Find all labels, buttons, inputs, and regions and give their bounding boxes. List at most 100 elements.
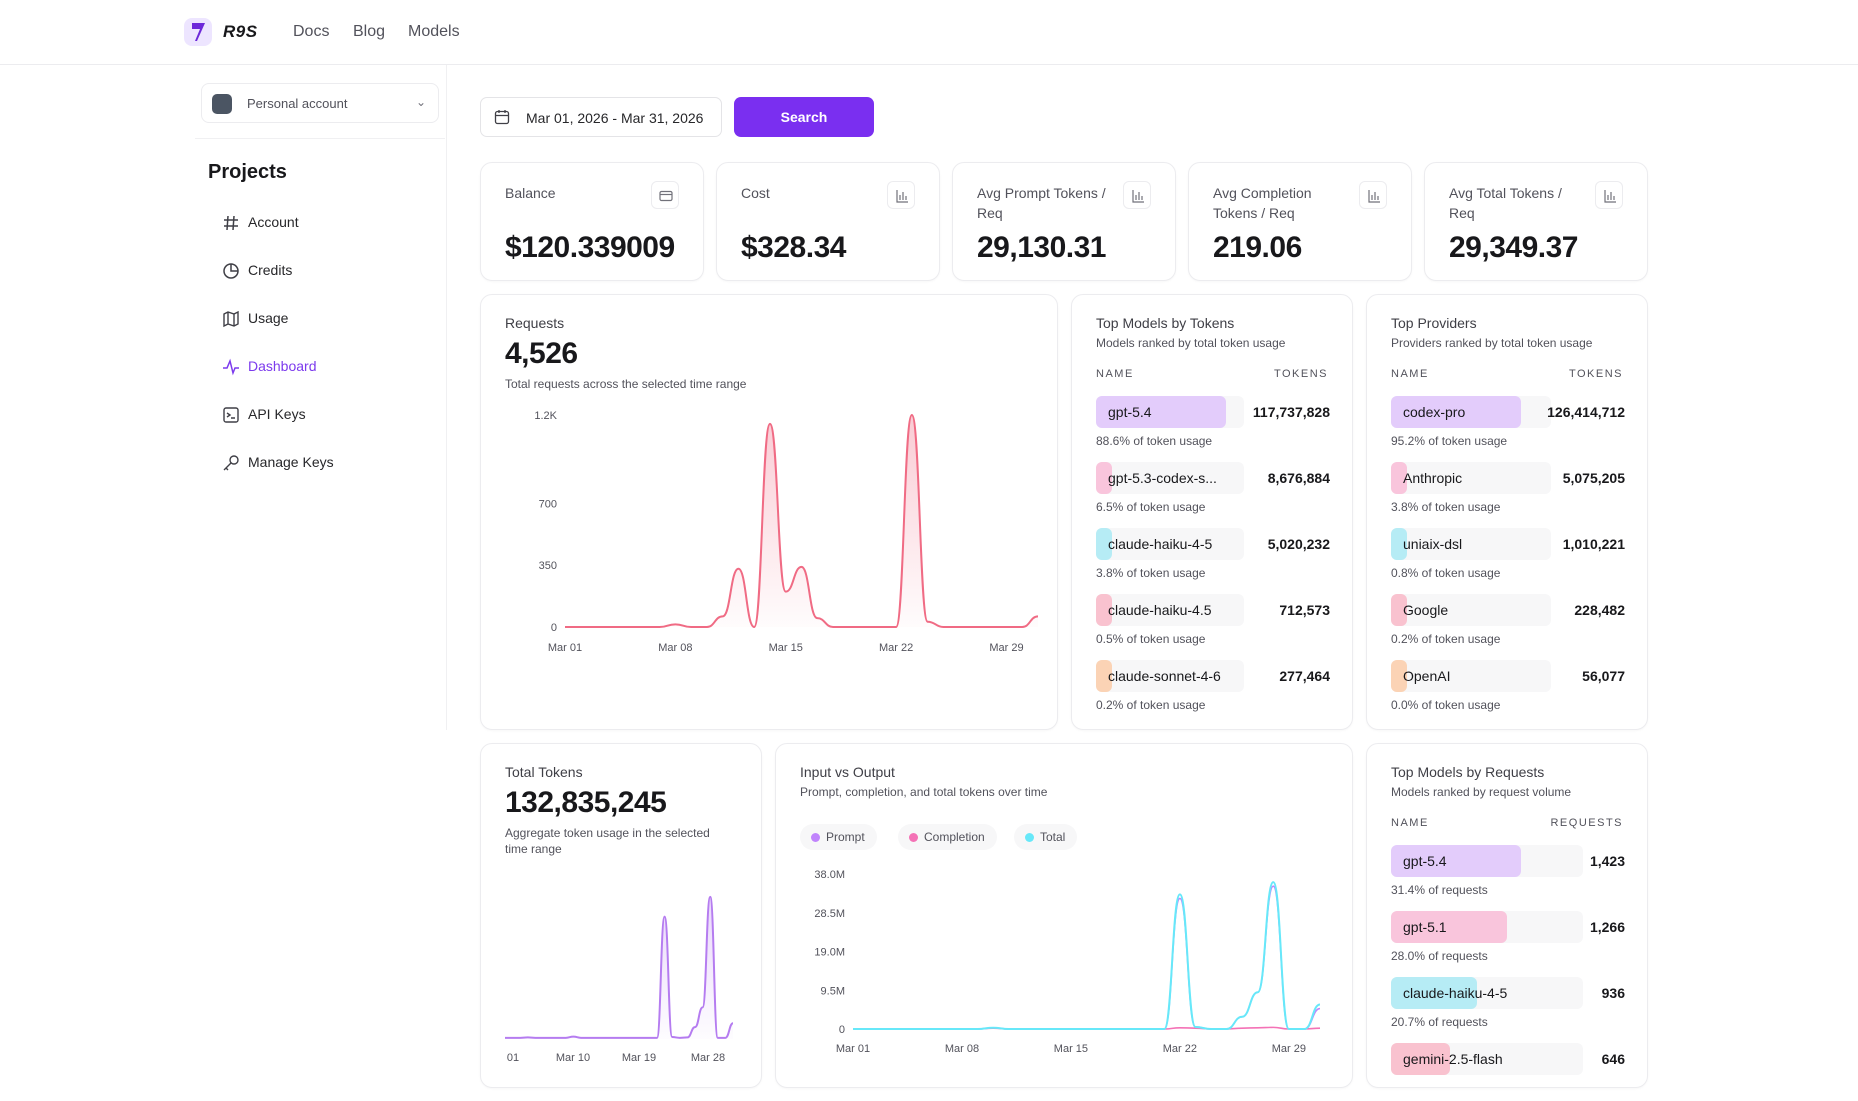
x-tick-label: Mar 29: [989, 642, 1023, 654]
requests-chart: 0 350 700 1.2K Mar 01 Mar 08 Mar 15 Mar 22 Mar 2…: [534, 410, 1039, 654]
ranking-row[interactable]: Anthropic 5,075,205 3.8% of token usage: [1391, 462, 1625, 520]
date-range-value: Mar 01, 2026 - Mar 31, 2026: [526, 110, 704, 126]
ranking-row[interactable]: claude-haiku-4-5 5,020,232 3.8% of token u…: [1096, 528, 1330, 586]
ranking-row[interactable]: gemini-2.5-flash 646: [1391, 1043, 1625, 1101]
total-tokens-card: Total Tokens 132,835,245 Aggregate token…: [480, 743, 762, 1088]
date-range-picker[interactable]: Mar 01, 2026 - Mar 31, 2026: [480, 97, 722, 137]
ranking-row[interactable]: gpt-5.1 1,266 28.0% of requests: [1391, 911, 1625, 969]
ranking-row[interactable]: claude-haiku-4.5 712,573 0.5% of token usa…: [1096, 594, 1330, 652]
legend-completion[interactable]: Completion: [898, 824, 997, 850]
x-tick-label: Mar 01: [836, 1043, 870, 1055]
col-header-name: NAME: [1096, 368, 1134, 380]
ranking-percent: 0.0% of token usage: [1391, 698, 1501, 712]
stat-icon-box: [1359, 181, 1387, 209]
sidebar-item-label: Usage: [248, 310, 289, 326]
stat-label: Balance: [505, 185, 556, 201]
ranking-row[interactable]: claude-haiku-4-5 936 20.7% of requests: [1391, 977, 1625, 1035]
legend-total[interactable]: Total: [1014, 824, 1078, 850]
sidebar-item-usage[interactable]: Usage: [222, 307, 442, 331]
ranking-percent: 31.4% of requests: [1391, 883, 1488, 897]
stat-icon-box: [651, 181, 679, 209]
ranking-percent: 0.8% of token usage: [1391, 566, 1501, 580]
stat-label: Avg Completion Tokens / Req: [1213, 185, 1312, 221]
projects-heading: Projects: [208, 161, 287, 183]
stat-label: Avg Prompt Tokens / Req: [977, 185, 1106, 221]
ranking-bar: [1391, 594, 1407, 626]
ranking-track: [1096, 528, 1244, 560]
series-line-total: [853, 881, 1321, 1030]
account-switcher[interactable]: Personal account ⌄: [201, 83, 439, 123]
legend-prompt[interactable]: Prompt: [800, 824, 877, 850]
chevron-down-icon: ⌄: [415, 95, 426, 109]
ranking-bar: [1391, 660, 1407, 692]
ranking-value: 126,414,712: [1547, 404, 1625, 420]
logo[interactable]: [184, 18, 212, 46]
ranking-bar: [1391, 911, 1507, 943]
legend-label: Total: [1040, 830, 1066, 844]
sidebar-item-label: Manage Keys: [248, 454, 334, 470]
stat-label: Avg Total Tokens / Req: [1449, 185, 1562, 221]
ranking-value: 1,010,221: [1562, 536, 1625, 552]
stat-label: Cost: [741, 185, 770, 201]
y-tick-label: 9.5M: [821, 985, 845, 997]
stat-value: 29,130.31: [977, 231, 1106, 264]
stat-icon-box: [1595, 181, 1623, 209]
sidebar-item-manage-keys[interactable]: Manage Keys: [222, 451, 442, 475]
stat-icon-box: [1123, 181, 1151, 209]
ranking-name: gpt-5.1: [1403, 919, 1447, 935]
ranking-row[interactable]: gpt-5.4 1,423 31.4% of requests: [1391, 845, 1625, 903]
card-subtitle: Total requests across the selected time …: [505, 377, 747, 391]
ranking-percent: 3.8% of token usage: [1096, 566, 1206, 580]
ranking-name: gpt-5.4: [1403, 853, 1447, 869]
ranking-value: 5,020,232: [1267, 536, 1330, 552]
nav-models[interactable]: Models: [408, 23, 460, 40]
ranking-name: codex-pro: [1403, 404, 1466, 420]
requests-line: [564, 413, 1039, 629]
brand-name[interactable]: R9S: [223, 22, 258, 41]
ranking-row[interactable]: claude-sonnet-4-6 277,464 0.2% of token us…: [1096, 660, 1330, 718]
ranking-row[interactable]: Google 228,482 0.2% of token usage: [1391, 594, 1625, 652]
ranking-row[interactable]: gpt-5.3-codex-s... 8,676,884 6.5% of token…: [1096, 462, 1330, 520]
stat-card-avg-total: Avg Total Tokens / Req 29,349.37: [1424, 162, 1648, 281]
ranking-row[interactable]: codex-pro 126,414,712 95.2% of token usage: [1391, 396, 1625, 454]
ranking-percent: 95.2% of token usage: [1391, 434, 1508, 448]
stat-card-cost: Cost $328.34: [716, 162, 940, 281]
col-header-name: NAME: [1391, 817, 1429, 829]
x-tick-label: Mar 08: [658, 642, 692, 654]
card-title: Top Models by Requests: [1391, 764, 1545, 780]
col-header-name: NAME: [1391, 368, 1429, 380]
card-subtitle: Models ranked by request volume: [1391, 785, 1572, 799]
legend-label: Prompt: [826, 830, 865, 844]
sidebar-item-account[interactable]: Account: [222, 211, 442, 235]
key-icon: [223, 455, 239, 471]
top-bar: R9S Docs Blog Models: [0, 0, 1858, 65]
ranking-row[interactable]: uniaix-dsl 1,010,221 0.8% of token usage: [1391, 528, 1625, 586]
ranking-track: [1096, 462, 1244, 494]
search-button[interactable]: Search: [734, 97, 874, 137]
ranking-row[interactable]: OpenAI 56,077 0.0% of token usage: [1391, 660, 1625, 718]
nav-blog[interactable]: Blog: [353, 23, 386, 40]
ranking-bar: [1391, 528, 1407, 560]
top-providers-card: Top Providers Providers ranked by total …: [1366, 294, 1648, 730]
stat-value: $328.34: [741, 231, 846, 264]
sidebar-item-dashboard[interactable]: Dashboard: [222, 355, 442, 379]
legend-dot: [811, 833, 820, 842]
ranking-value: 5,075,205: [1562, 470, 1625, 486]
ranking-value: 1,266: [1589, 919, 1625, 935]
ranking-percent: 0.5% of token usage: [1096, 632, 1206, 646]
col-header-tokens: TOKENS: [1273, 368, 1328, 380]
ranking-bar: [1096, 594, 1112, 626]
ranking-value: 117,737,828: [1252, 404, 1330, 420]
ranking-track: [1391, 528, 1551, 560]
ranking-name: claude-haiku-4-5: [1108, 536, 1213, 552]
stat-card-balance: Balance $120.339009: [480, 162, 704, 281]
nav-docs[interactable]: Docs: [293, 23, 330, 40]
ranking-row[interactable]: gpt-5.4 117,737,828 88.6% of token usage: [1096, 396, 1330, 454]
stat-card-avg-prompt: Avg Prompt Tokens / Req 29,130.31: [952, 162, 1176, 281]
sidebar-item-api-keys[interactable]: API Keys: [222, 403, 442, 427]
total-tokens-value: 132,835,245: [505, 786, 667, 819]
sidebar-item-credits[interactable]: Credits: [222, 259, 442, 283]
ranking-bar: [1096, 462, 1112, 494]
account-avatar: [212, 94, 232, 114]
stat-value: 219.06: [1213, 231, 1302, 264]
